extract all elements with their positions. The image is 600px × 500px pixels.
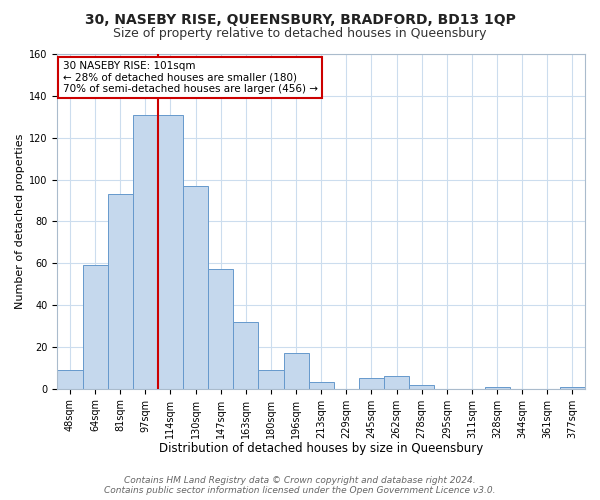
Bar <box>359 378 384 388</box>
Bar <box>83 266 107 388</box>
Bar <box>485 386 509 388</box>
Bar <box>384 376 409 388</box>
Bar <box>308 382 334 388</box>
Bar <box>233 322 259 388</box>
X-axis label: Distribution of detached houses by size in Queensbury: Distribution of detached houses by size … <box>159 442 484 455</box>
Bar <box>183 186 208 388</box>
Bar <box>259 370 284 388</box>
Bar <box>409 384 434 388</box>
Bar <box>284 353 308 388</box>
Bar <box>133 114 158 388</box>
Bar <box>208 270 233 388</box>
Text: Size of property relative to detached houses in Queensbury: Size of property relative to detached ho… <box>113 28 487 40</box>
Y-axis label: Number of detached properties: Number of detached properties <box>15 134 25 309</box>
Bar <box>107 194 133 388</box>
Bar <box>158 114 183 388</box>
Text: 30 NASEBY RISE: 101sqm
← 28% of detached houses are smaller (180)
70% of semi-de: 30 NASEBY RISE: 101sqm ← 28% of detached… <box>62 60 317 94</box>
Text: 30, NASEBY RISE, QUEENSBURY, BRADFORD, BD13 1QP: 30, NASEBY RISE, QUEENSBURY, BRADFORD, B… <box>85 12 515 26</box>
Text: Contains HM Land Registry data © Crown copyright and database right 2024.
Contai: Contains HM Land Registry data © Crown c… <box>104 476 496 495</box>
Bar <box>58 370 83 388</box>
Bar <box>560 386 585 388</box>
